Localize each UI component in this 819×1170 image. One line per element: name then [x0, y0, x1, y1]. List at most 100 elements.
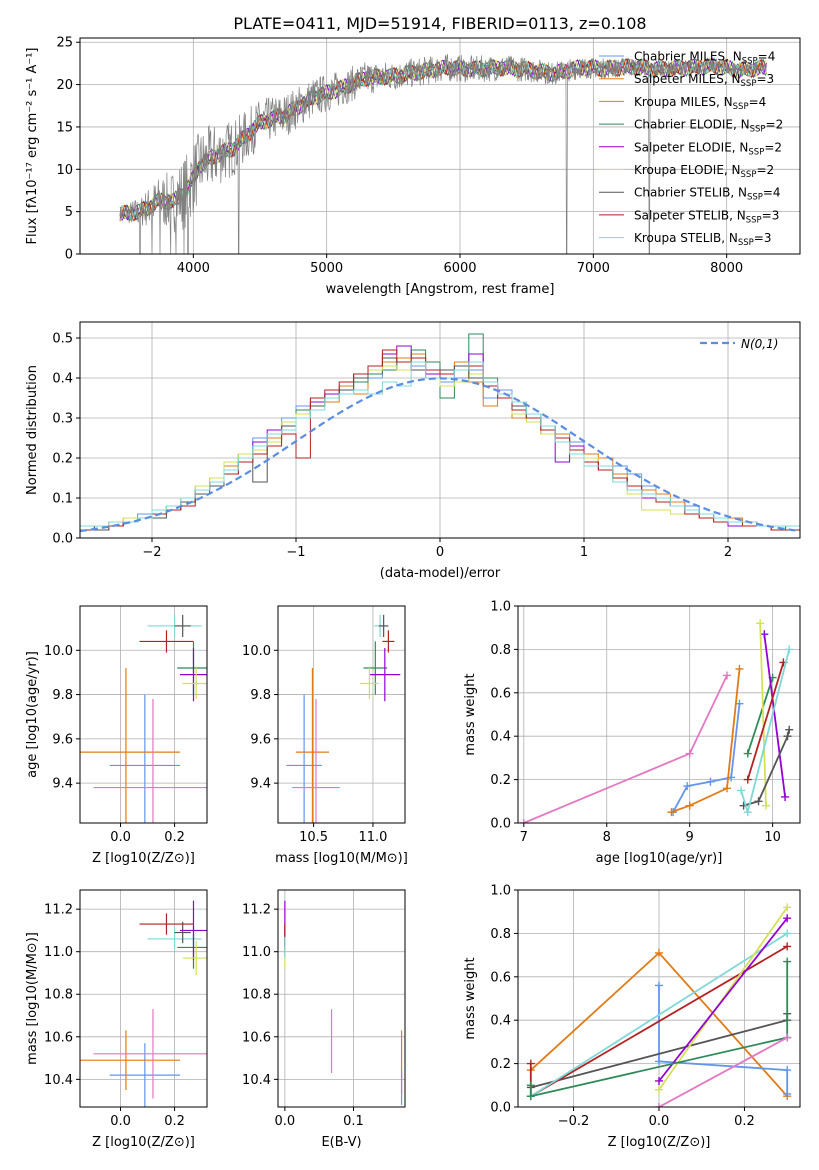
panel-spectrum: 4000 5000 6000 7000 8000 0 5 10 15 20 25 wavelength…	[25, 36, 801, 297]
grid-age_vs_Z	[80, 606, 207, 823]
weight-marker	[735, 699, 744, 708]
weight-marker	[683, 782, 692, 791]
panel-weight_vs_Z: −0.2 0.0 0.2 0.0 0.2 0.4 0.6 0.8 1.0 Z [log10(Z/Z…	[463, 884, 801, 1150]
y-tick-label: 0.0	[490, 817, 511, 832]
y-tick-label: 11.2	[44, 903, 73, 918]
axes-frame	[277, 605, 406, 824]
y-tick-label: 0.8	[490, 643, 511, 658]
weight-marker	[783, 1066, 792, 1075]
weight-marker	[706, 777, 715, 786]
x-tick-label: −0.2	[558, 1114, 590, 1129]
panel-age_vs_mass: 10.5 11.0 9.4 9.6 9.8 10.0 mass [log10(M/M⊙)]	[242, 605, 408, 866]
weight-marker	[723, 671, 732, 680]
weight-marker	[526, 1081, 535, 1090]
weight-marker	[756, 619, 765, 628]
y-tick-label: 10.8	[44, 988, 73, 1003]
weight-line	[743, 729, 791, 807]
y-tick-label: 11.0	[44, 945, 73, 960]
x-tick-label: 4000	[177, 261, 210, 276]
x-tick-label: 0.2	[164, 1114, 185, 1129]
x-axis-label: wavelength [Angstrom, rest frame]	[326, 282, 555, 297]
y-tick-label: 9.6	[52, 732, 73, 747]
weight-marker	[667, 808, 676, 817]
weight-marker	[526, 1092, 535, 1101]
weight-line	[523, 675, 728, 823]
y-tick-label: 10.4	[44, 1073, 73, 1088]
grid-weight_vs_age	[518, 605, 800, 824]
y-tick-label: 0.5	[52, 332, 73, 347]
weight-marker	[743, 775, 752, 784]
x-tick-label: 8	[603, 830, 611, 845]
y-tick-label: 0.4	[52, 372, 73, 387]
legend-label: Salpeter MILES, NSSP=3	[634, 72, 774, 89]
model-spectrum-line	[119, 57, 767, 222]
weight-marker	[783, 1089, 792, 1098]
y-tick-label: 20	[56, 78, 73, 93]
normal-curve	[80, 377, 800, 533]
y-tick-label: 0.2	[490, 773, 511, 788]
observed-spectrum-line	[119, 53, 767, 254]
weight-marker	[754, 797, 763, 806]
y-tick-label: 10	[56, 163, 73, 178]
x-axis-label: Z [log10(Z/Z⊙)]	[92, 1135, 195, 1150]
y-tick-label: 0.2	[490, 1057, 511, 1072]
y-tick-label: 0.3	[52, 412, 73, 427]
x-tick-label: 7000	[577, 261, 610, 276]
weight-marker	[785, 725, 794, 734]
x-tick-label: 9	[686, 830, 694, 845]
x-axis-label: age [log10(age/yr)]	[596, 851, 723, 866]
weight-marker	[655, 1057, 663, 1066]
weight-marker	[785, 645, 794, 654]
y-tick-label: 9.6	[250, 732, 271, 747]
y-tick-label: 10.6	[242, 1030, 271, 1045]
model-spectrum-line	[119, 56, 767, 222]
weight-marker	[783, 1033, 792, 1042]
weight-marker	[723, 784, 732, 793]
y-tick-label: 1.0	[490, 600, 511, 615]
weight-marker	[781, 792, 790, 801]
x-tick-label: −1	[286, 545, 305, 560]
x-tick-label: 0.0	[110, 1114, 131, 1129]
x-tick-label: 0.0	[649, 1114, 670, 1129]
y-tick-label: 1.0	[490, 884, 511, 899]
x-axis-label: Z [log10(Z/Z⊙)]	[608, 1135, 711, 1150]
y-axis-label: mass weight	[463, 957, 478, 1039]
y-tick-label: 0.4	[490, 730, 511, 745]
weight-marker	[655, 948, 663, 957]
plot-area-age_vs_mass	[286, 614, 401, 823]
x-tick-label: 0.0	[110, 830, 131, 845]
weight-marker	[685, 749, 694, 758]
x-tick-label: 8000	[710, 261, 743, 276]
x-tick-label: 11.0	[358, 830, 387, 845]
weight-marker	[743, 749, 752, 758]
panel-mass_vs_Z: 0.0 0.2 10.4 10.6 10.8 11.0 11.2 Z [log10(Z/Z⊙)…	[25, 889, 208, 1150]
x-axis-label: Z [log10(Z/Z⊙)]	[92, 851, 195, 866]
weight-marker	[685, 801, 694, 810]
y-tick-label: 5	[65, 205, 73, 220]
axes-frame	[79, 605, 208, 824]
x-tick-label: 2	[724, 545, 732, 560]
weight-line	[671, 668, 741, 813]
y-tick-label: 9.4	[250, 777, 271, 792]
weight-line	[746, 662, 785, 780]
legend-label: Chabrier MILES, NSSP=4	[634, 50, 775, 67]
weight-marker	[783, 914, 792, 923]
weight-marker	[519, 819, 528, 823]
x-tick-label: 0.2	[164, 830, 185, 845]
weight-marker	[783, 929, 792, 938]
weight-marker	[761, 801, 770, 810]
x-tick-label: 0	[436, 545, 444, 560]
weight-marker	[783, 732, 792, 741]
y-tick-label: 0	[65, 248, 73, 263]
x-axis-label: E(B-V)	[321, 1135, 361, 1150]
y-tick-label: 15	[56, 120, 73, 135]
y-tick-label: 10.8	[242, 988, 271, 1003]
weight-line	[658, 985, 789, 1094]
y-axis-label: mass [log10(M/M⊙)]	[25, 932, 40, 1065]
weight-line	[658, 917, 788, 1082]
x-tick-label: 0.0	[275, 1114, 296, 1129]
weight-marker	[737, 786, 746, 795]
grid-mass_vs_EBV	[278, 890, 405, 1107]
x-axis-label: (data-model)/error	[380, 566, 501, 581]
x-tick-label: 1	[580, 545, 588, 560]
